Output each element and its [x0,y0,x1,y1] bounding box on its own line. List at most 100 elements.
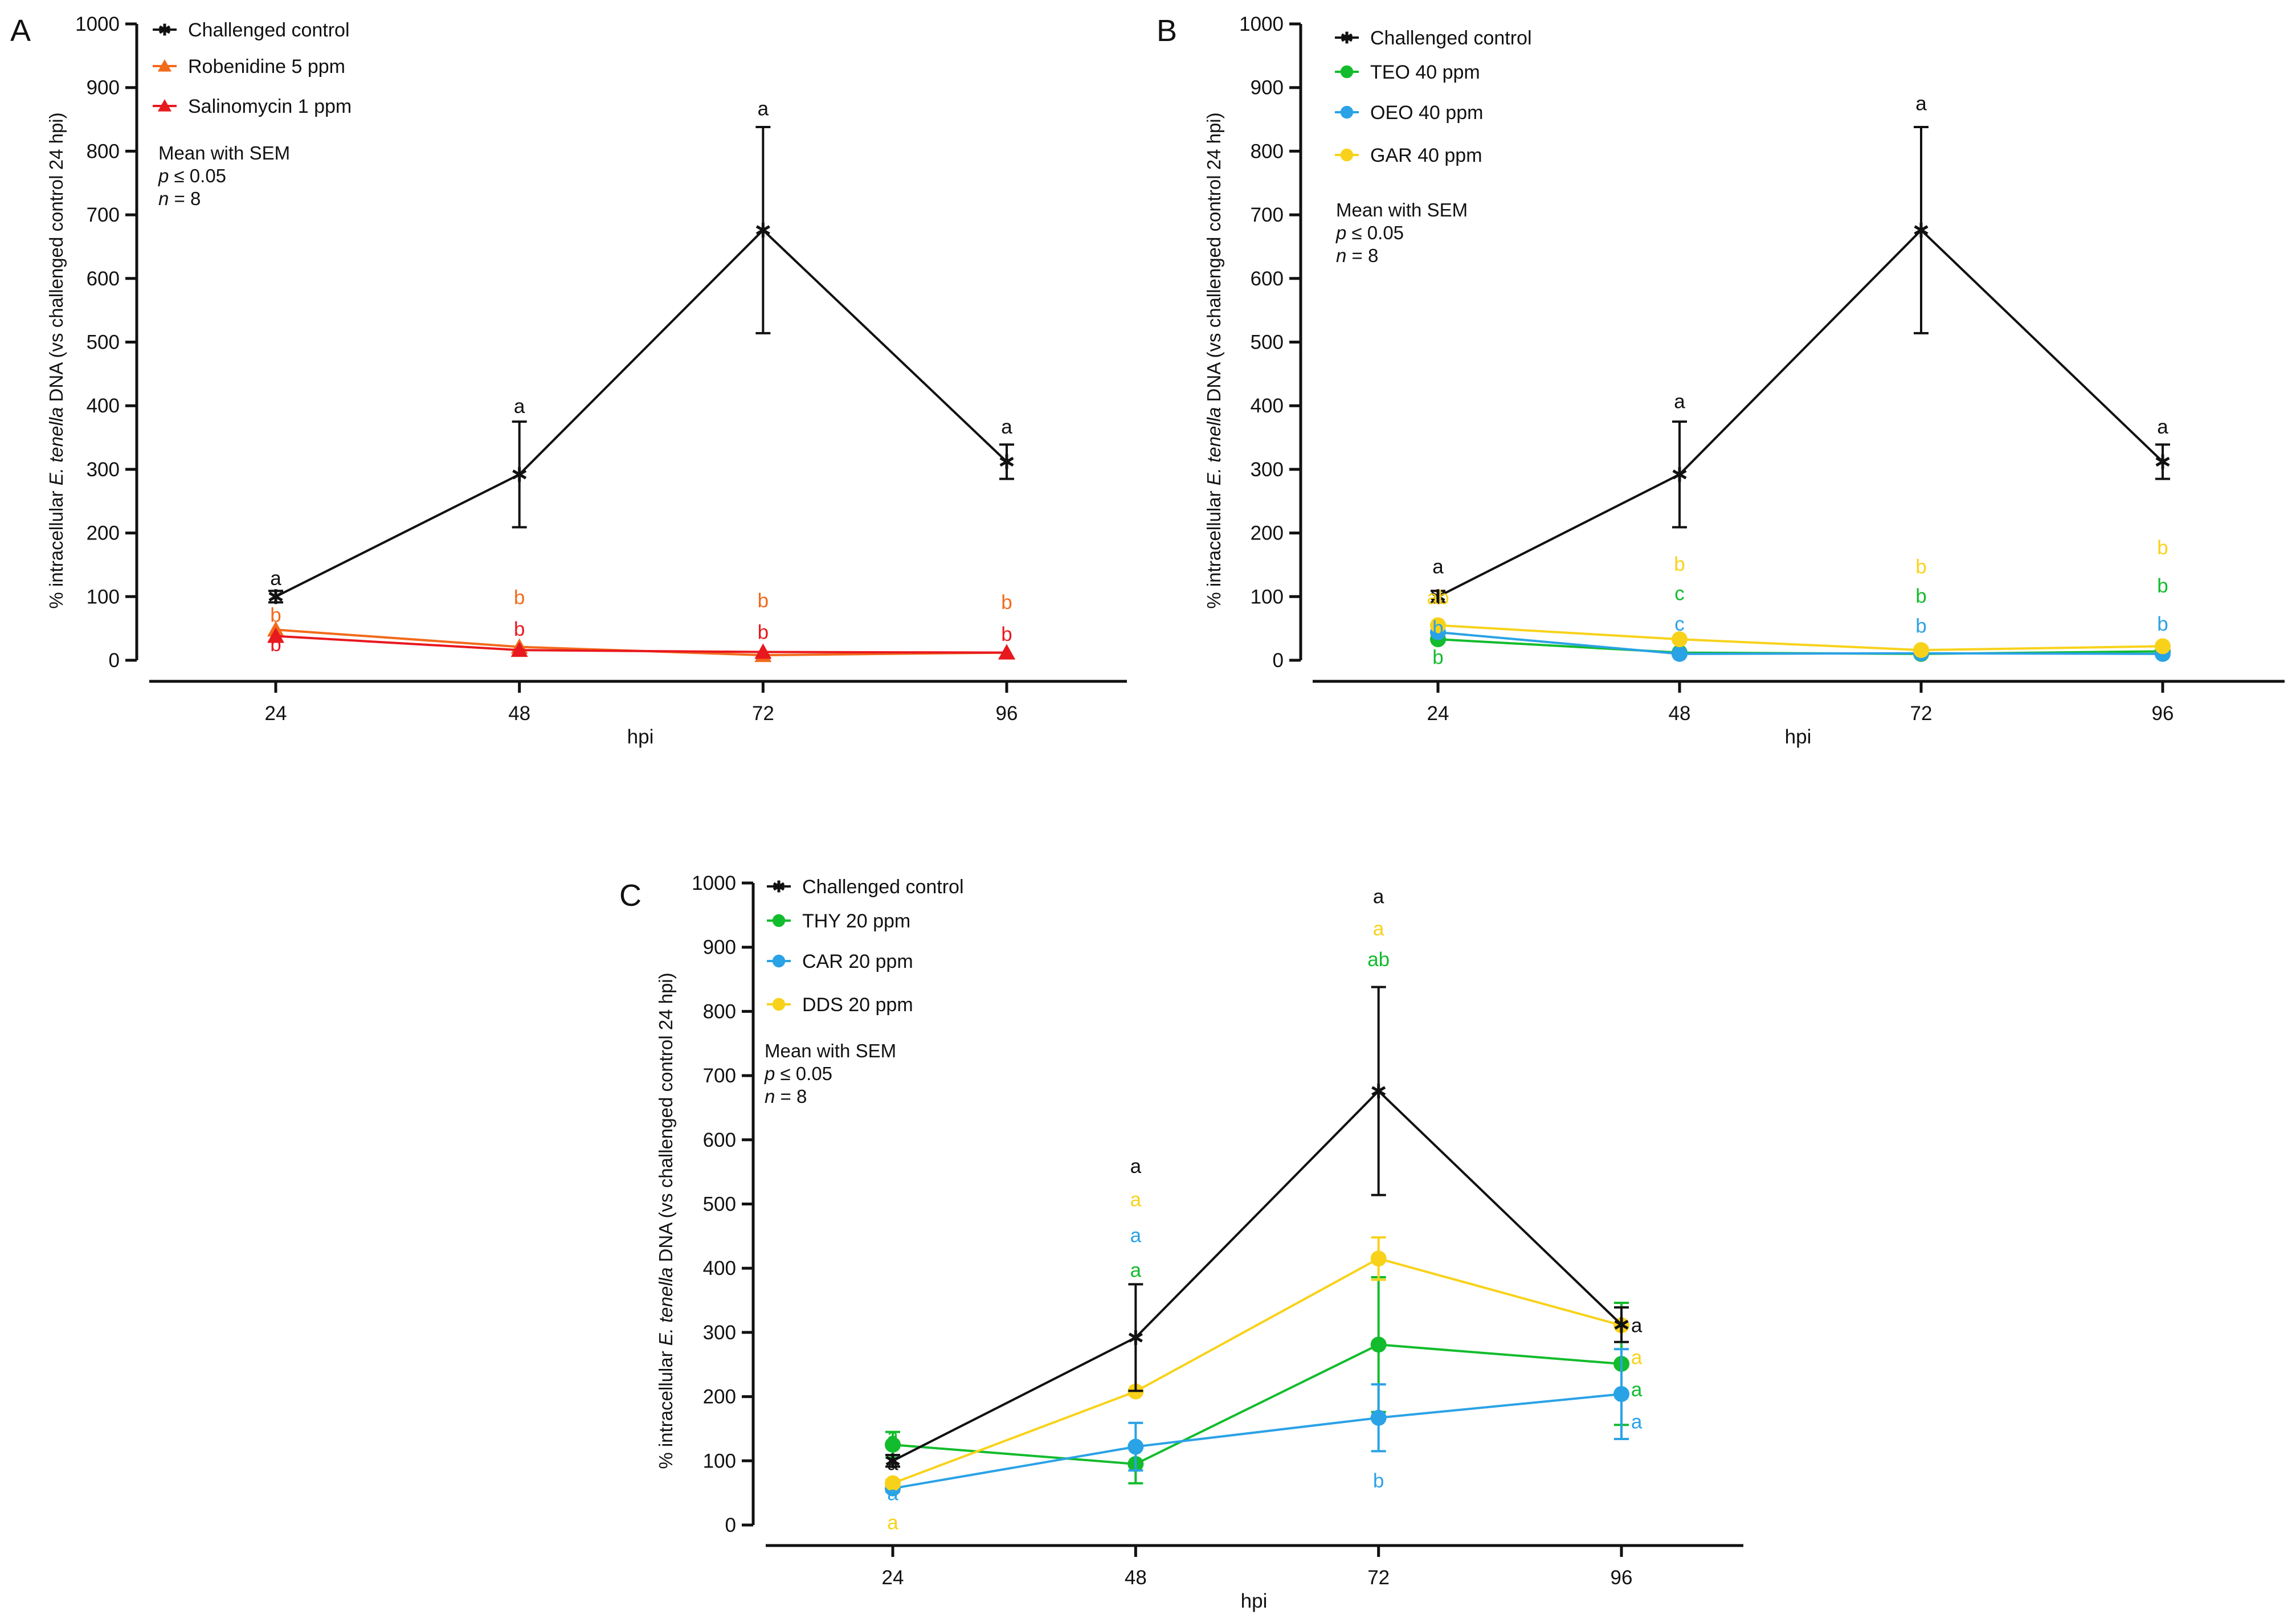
panel-a-stats-note-symbol: p [158,165,169,186]
panel-b-y-tick-label: 700 [1251,204,1284,226]
panel-b-significance-letter: b [1674,553,1685,575]
panel-b-significance-letter: b [2157,613,2168,635]
panel-a-y-tick-label: 800 [87,140,120,162]
panel-b-significance-letter: c [1674,613,1685,635]
panel-c-significance-letter: b [1373,1470,1384,1492]
panel-a-significance-letter: b [270,633,281,656]
panel-a-x-tick-label: 72 [752,702,774,725]
panel-c-significance-letter: a [1631,1411,1643,1433]
panel-c: C 0 100 200 300 400 500 600 700 800 900 1000 24 48 72 9… [619,872,1743,1612]
panel-b-x-tick-label: 24 [1427,702,1449,725]
panel-b-series-teo-40-ppm [1430,631,2171,662]
panel-a-significance-letter: a [758,97,769,120]
panel-a-y-tick-label: 700 [87,204,120,226]
panel-c-y-tick-label: 500 [703,1193,736,1216]
panel-b-series-gar-40-ppm-point [1913,642,1929,659]
panel-c-significance-letter: a [1130,1155,1142,1178]
panel-c-y-axis-label: % intracellular E. tenella DNA (vs chall… [655,972,676,1469]
panel-b-series-oeo-40-ppm [1430,624,2171,662]
panel-c-series-challenged-control-line [892,1089,1623,1462]
panel-c-series-challenged-control-point [1614,1317,1629,1332]
panel-b-series-gar-40-ppm [1430,617,2171,659]
panel-c-stats-note-line: n = 8 [765,1086,807,1107]
panel-c-significance-letter: a [887,1511,898,1534]
panel-a-series-challenged-control-point [999,454,1014,469]
panel-b-stats-note-line: n = 8 [1336,245,1378,266]
panel-b-stats-note-text: = 8 [1346,245,1378,266]
panel-a-x-tick-label: 48 [508,702,530,725]
panel-b-stats-note-line: p ≤ 0.05 [1335,222,1404,243]
panel-c-series-car-20-ppm-point [1127,1438,1144,1455]
panel-a: A 0 100 200 300 400 500 600 700 800 900 1000 24 48 72 9… [10,13,1127,748]
panel-a-legend-entry: Salinomycin 1 ppm [153,96,352,117]
panel-c-y-tick-label: 100 [703,1450,736,1472]
panel-c-series-car-20-ppm-line [892,1393,1622,1490]
panel-b-x-axis-label: hpi [1785,726,1812,748]
panel-a-x-axis-label: hpi [627,726,654,748]
panel-c-legend-swatch-marker-stroke [773,882,785,891]
panel-b-series-challenged-control-point-stroke [2155,456,2170,467]
panel-c-significance-letter: a [887,1483,898,1505]
panel-a-y-axis-label-part: % intracellular [46,485,67,608]
panel-c-y-tick-label: 700 [703,1065,736,1087]
panel-b-series-oeo-40-ppm-point [1672,645,1688,662]
panel-b-series-oeo-40-ppm-line [1437,631,2163,655]
panel-a-y-tick-label: 1000 [75,13,120,35]
panel-c-significance-letter: a [1631,1379,1643,1401]
panel-c-legend-label: DDS 20 ppm [802,994,913,1016]
panel-b-series-challenged-control-point [1914,222,1929,238]
panel-a-y-tick-label: 400 [87,395,120,417]
panel-a-stats-note-line: p ≤ 0.05 [158,165,226,186]
panel-c-series-car-20-ppm-point [1613,1386,1629,1403]
panel-a-series-salinomycin-1-ppm-line [275,635,1007,654]
panel-c-legend-swatch-marker [773,880,785,893]
panel-a-series-challenged-control-line [275,228,1008,598]
panel-c-x-tick-label: 96 [1611,1567,1633,1589]
panel-b-significance-letter: c [1674,583,1685,605]
panel-b-legend-entry: Challenged control [1335,27,1532,49]
panel-a-series-challenged-control [268,125,1014,604]
panel-a-legend-swatch-marker-stroke [158,25,171,34]
panel-b: B 0 100 200 300 400 500 600 700 800 900 1000 24 48 72 9… [1157,13,2285,748]
panel-c-stats-note-symbol: n [765,1086,775,1107]
panel-c-stats-note-text: ≤ 0.05 [775,1063,832,1084]
panel-b-y-tick-label: 500 [1251,332,1284,354]
panel-a-significance-letter: b [514,618,525,640]
panel-a-y-tick-label: 600 [87,268,120,290]
panel-c-series-challenged-control-point-stroke [885,1456,900,1466]
panel-c-significance-letter: a [1373,918,1384,940]
panel-a-series-challenged-control-point-stroke [999,456,1014,467]
panel-a-legend-label: Robenidine 5 ppm [188,56,345,77]
panel-c-series-thy-20-ppm [885,1275,1629,1485]
panel-c-y-tick-label: 600 [703,1129,736,1151]
panel-a-stats-note-text: = 8 [169,188,201,209]
panel-c-series-challenged-control [885,986,1629,1469]
panel-c-legend-swatch-marker [772,997,786,1011]
panel-a-series-challenged-control-point [755,222,770,238]
panel-a-x-tick-label: 24 [265,702,287,725]
panel-b-y-tick-label: 200 [1251,522,1284,545]
panel-c-legend-entry: THY 20 ppm [767,910,910,932]
panel-b-significance-letter: a [1674,390,1685,412]
panel-b-series-challenged-control-point-stroke [1431,591,1445,602]
panel-a-y-tick-label: 900 [87,77,120,99]
panel-a-y-axis-label-italic: E. tenella [46,407,67,486]
panel-a-y-tick-label: 300 [87,459,120,481]
panel-a-series-challenged-control-point [268,589,283,604]
panel-b-legend-entry: GAR 40 ppm [1335,145,1482,166]
panel-a-legend-swatch-marker [158,23,171,36]
panel-b-legend-swatch-marker [1341,31,1353,44]
panel-c-x-tick-label: 24 [882,1567,904,1589]
panel-c-y-tick-label: 0 [725,1514,736,1536]
panel-a-y-tick-label: 500 [87,332,120,354]
panel-a-significance-letter: b [514,586,525,608]
panel-c-stats-note-symbol: p [764,1063,775,1084]
panel-c-significance-letter: a [1631,1347,1643,1369]
panel-c-significance-letter: ab [1367,949,1390,971]
panel-c-series-car-20-ppm-point [1370,1409,1387,1426]
panel-a-stats-note-text: ≤ 0.05 [169,165,226,186]
panel-a-x-tick-label: 96 [996,702,1018,725]
panel-b-significance-letter: b [1915,615,1926,637]
panel-b-y-tick-label: 900 [1251,77,1284,99]
panel-b-y-tick-label: 800 [1251,140,1284,162]
